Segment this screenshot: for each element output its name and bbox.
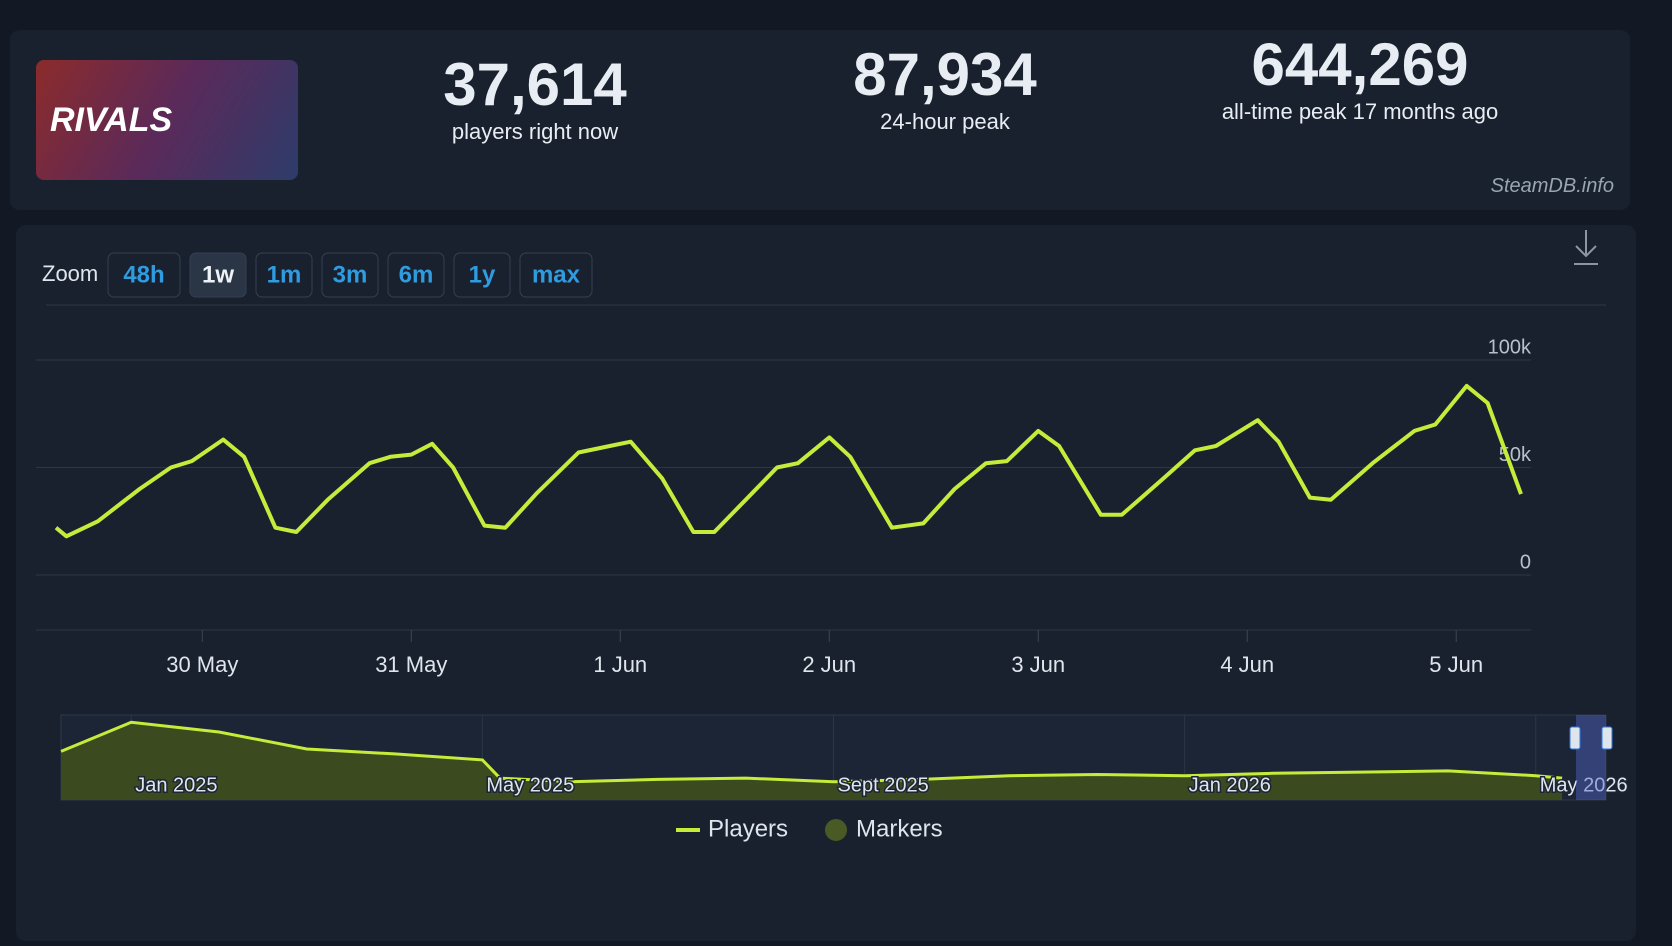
navigator-label: Jan 2025	[135, 774, 217, 796]
line-series	[54, 383, 1523, 539]
zoom-button[interactable]	[255, 252, 313, 298]
zoom-label: Zoom	[42, 261, 98, 286]
stat-value: 37,614	[443, 51, 627, 118]
download-icon[interactable]	[1574, 230, 1598, 265]
zoom-button-label[interactable]: 1y	[469, 261, 496, 288]
stat-label: all-time peak 17 months ago	[1221, 99, 1499, 124]
y-tick-label: 100k	[1488, 336, 1532, 358]
x-tick-label: 2 Jun	[802, 652, 856, 677]
zoom-button[interactable]	[453, 252, 511, 298]
y-tick-label: 0	[1520, 551, 1531, 573]
navigator-handle[interactable]	[1601, 726, 1613, 750]
zoom-button-label[interactable]: 6m	[399, 261, 434, 288]
x-tick-label: 30 May	[166, 652, 238, 677]
navigator-label: Sept 2025	[838, 774, 929, 796]
navigator-handle[interactable]	[1569, 726, 1581, 750]
source-credit[interactable]: SteamDB.info	[1490, 175, 1614, 197]
stat: 37,614 players right now	[390, 50, 680, 145]
x-tick-label: 5 Jun	[1429, 652, 1483, 677]
navigator-area	[61, 722, 1563, 800]
zoom-button[interactable]	[189, 252, 247, 298]
legend-label[interactable]: Markers	[856, 815, 943, 842]
stat-value: 87,934	[853, 41, 1037, 108]
zoom-button-label[interactable]: 3m	[333, 261, 368, 288]
stat-label: players right now	[451, 119, 619, 144]
x-tick-label: 3 Jun	[1011, 652, 1065, 677]
x-tick-label: 31 May	[375, 652, 447, 677]
game-logo: RIVALS	[36, 60, 298, 180]
zoom-button-label[interactable]: 48h	[123, 261, 164, 288]
chart-card: Zoom 48h 1w 1m 3m 6m 1y max 0 50k 100k 30 May 31 May…	[16, 225, 1636, 941]
zoom-button[interactable]	[107, 252, 181, 298]
stat: 644,269 all-time peak 17 months ago	[1190, 30, 1530, 125]
zoom-button-label[interactable]: 1w	[202, 261, 234, 288]
navigator-label: May 2026	[1540, 774, 1628, 796]
navigator-label: May 2025	[486, 774, 574, 796]
summary-card: RIVALS 37,614 players right now 87,934 24-…	[10, 30, 1630, 210]
stat: 87,934 24-hour peak	[800, 40, 1090, 135]
x-tick-label: 1 Jun	[593, 652, 647, 677]
x-tick-label: 4 Jun	[1220, 652, 1274, 677]
zoom-button[interactable]	[519, 252, 593, 298]
legend-label[interactable]: Players	[708, 815, 788, 842]
navigator-label: Jan 2026	[1189, 774, 1271, 796]
legend-symbol	[825, 819, 847, 841]
zoom-button[interactable]	[321, 252, 379, 298]
stat-value: 644,269	[1251, 31, 1469, 98]
stat-label: 24-hour peak	[880, 109, 1010, 134]
navigator-line	[60, 720, 1563, 784]
navigator-window[interactable]	[1576, 715, 1606, 800]
zoom-button-label[interactable]: 1m	[267, 261, 302, 288]
zoom-button-label[interactable]: max	[532, 261, 581, 288]
zoom-button[interactable]	[387, 252, 445, 298]
